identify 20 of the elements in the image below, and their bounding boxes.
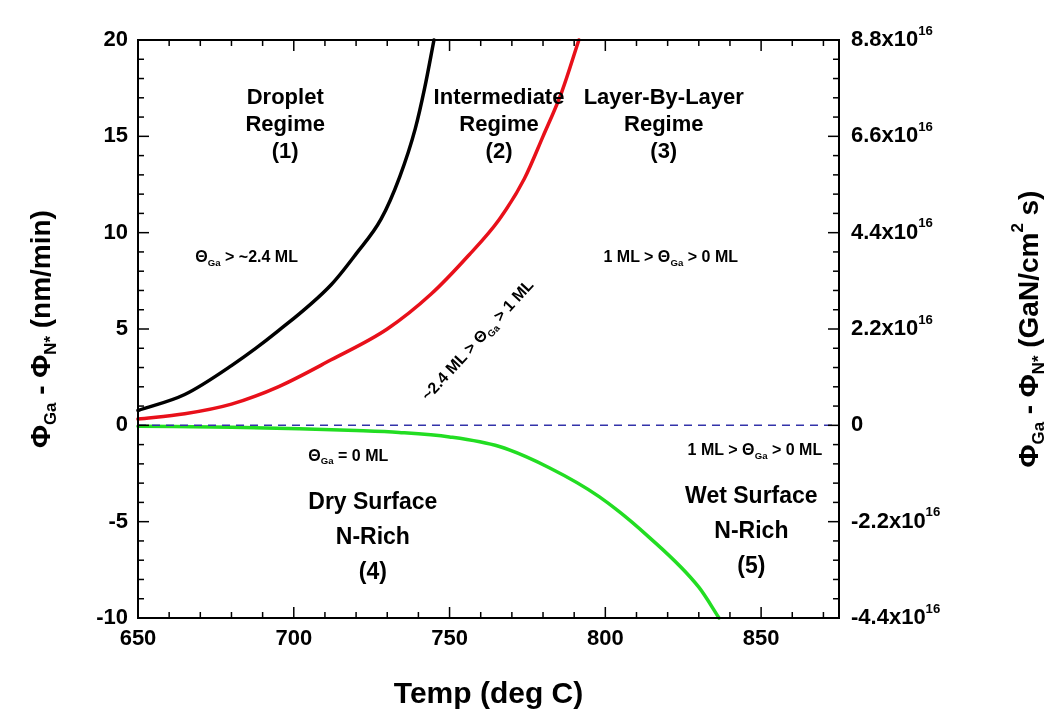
y-tick-label: -5 [108, 507, 128, 533]
y2-axis-title: ΦGa - ΦN* (GaN/cm2 s) [1008, 190, 1049, 468]
x-axis-title: Temp (deg C) [393, 676, 584, 710]
y-tick-label: 10 [103, 218, 128, 244]
y-tick-label: 5 [115, 315, 128, 341]
x-tick-label: 750 [431, 625, 468, 651]
annotation: ~2.4 ML > ΘGa > 1 ML [417, 275, 537, 404]
x-tick-label: 800 [586, 625, 624, 651]
annotation: Dry Surface N-Rich (4) [308, 487, 438, 584]
y2-tick-label: 0 [851, 411, 864, 437]
annotation: Droplet Regime (1) [245, 83, 325, 163]
y-tick-label: 20 [103, 26, 128, 52]
annotation: Layer-By-Layer Regime (3) [583, 83, 745, 163]
y-tick-label: 15 [103, 122, 128, 148]
y-tick-label: 0 [115, 411, 128, 437]
line-series [136, 38, 581, 421]
x-tick-label: 700 [275, 625, 313, 651]
y-axis-title: ΦGa - ΦN* (nm/min) [24, 210, 61, 448]
annotation: Wet Surface N-Rich (5) [685, 481, 818, 578]
x-tick-label: 850 [742, 625, 780, 651]
